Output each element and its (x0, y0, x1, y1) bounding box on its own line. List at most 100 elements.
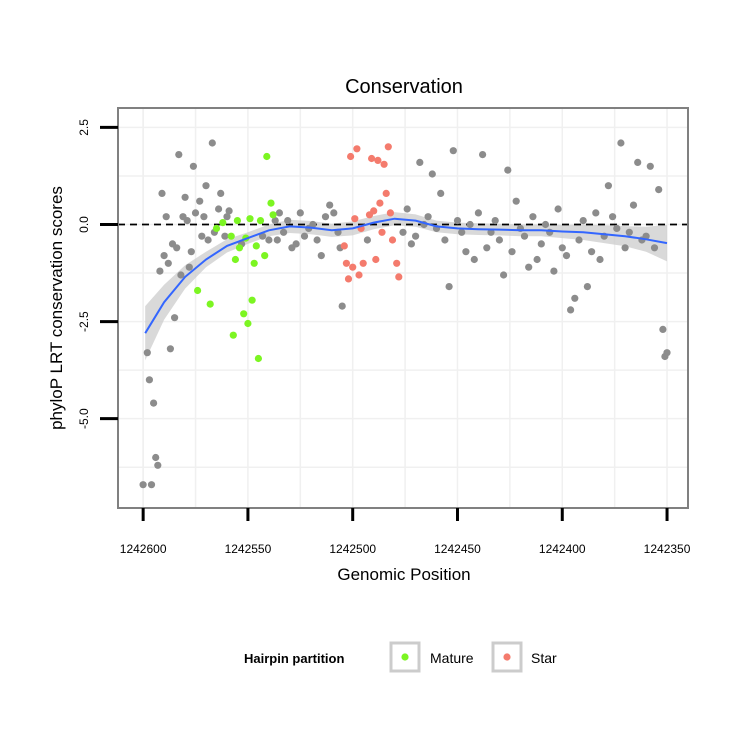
legend: Hairpin partition Mature Star (244, 641, 557, 673)
y-tick-label: -2.5 (77, 311, 91, 332)
point-other (453, 217, 462, 225)
point-other (156, 267, 164, 275)
x-tick-label: 1242350 (644, 542, 691, 556)
point-other (625, 228, 633, 236)
point-other (217, 189, 225, 197)
y-tick-label: 0.0 (77, 216, 91, 233)
x-tick-label: 1242500 (329, 542, 376, 556)
point-other (437, 189, 445, 197)
point-other (198, 232, 206, 240)
point-other (659, 325, 667, 333)
point-star (340, 242, 348, 250)
point-other (273, 236, 281, 244)
point-mature (235, 244, 244, 252)
point-other (300, 232, 309, 240)
point-other (483, 244, 491, 252)
point-other (550, 267, 558, 275)
point-other (441, 236, 449, 244)
point-other (491, 217, 499, 225)
point-other (185, 263, 193, 271)
point-other (495, 236, 503, 244)
point-star (384, 143, 392, 151)
y-axis: 2.5 0.0 -2.5 -5.0 (77, 119, 118, 429)
point-other (223, 213, 231, 221)
point-other (424, 213, 432, 221)
point-other (275, 209, 283, 217)
point-mature (227, 232, 235, 240)
chart-title: Conservation (345, 76, 463, 98)
x-tick-label: 1242550 (225, 542, 272, 556)
point-other (596, 255, 604, 264)
point-other (520, 232, 529, 240)
point-other (525, 263, 533, 271)
point-mature (233, 217, 241, 225)
y-axis-title: phyloP LRT conservation scores (47, 186, 66, 430)
point-other (152, 453, 160, 462)
point-star (395, 273, 403, 281)
point-other (160, 252, 168, 260)
point-other (202, 182, 210, 190)
legend-key-star (491, 641, 523, 673)
point-other (650, 244, 659, 252)
point-mature (231, 255, 239, 264)
point-mature (254, 354, 262, 363)
point-other (575, 236, 583, 244)
point-other (407, 240, 415, 248)
point-other (189, 162, 197, 170)
loess-fit-line (144, 217, 668, 334)
point-other (154, 461, 162, 469)
point-other (208, 139, 216, 147)
point-other (537, 240, 545, 248)
legend-label-star: Star (531, 650, 557, 666)
x-tick-label: 1242400 (539, 542, 586, 556)
point-other (143, 349, 151, 357)
point-star (359, 259, 367, 267)
point-other (512, 197, 520, 205)
point-other (508, 248, 516, 256)
point-other (271, 217, 279, 225)
smooth-line (144, 217, 668, 334)
y-tick-label: -5.0 (77, 408, 91, 429)
point-other (284, 217, 292, 225)
point-other (416, 158, 424, 166)
point-other (313, 236, 321, 244)
point-other (204, 236, 212, 244)
point-other (655, 186, 663, 194)
point-other (479, 151, 487, 159)
x-axis: 1242600 1242550 1242500 1242450 1242400 12423… (120, 508, 691, 556)
point-other (617, 139, 625, 147)
point-other (609, 213, 617, 221)
point-star (372, 255, 380, 264)
point-other (474, 209, 482, 217)
point-mature (252, 242, 260, 250)
point-other (225, 207, 233, 215)
point-other (196, 197, 204, 205)
legend-title: Hairpin partition (244, 651, 344, 666)
point-other (173, 244, 181, 252)
point-other (171, 314, 179, 322)
point-star (376, 199, 384, 207)
point-other (592, 209, 600, 217)
point-other (338, 302, 346, 310)
point-mature (194, 286, 202, 295)
point-mature (250, 259, 258, 267)
point-mature (212, 224, 221, 232)
point-star (347, 152, 355, 161)
point-other (330, 209, 338, 217)
point-other (183, 217, 191, 225)
point-star (342, 259, 350, 267)
point-other (458, 228, 466, 236)
point-other (646, 162, 654, 170)
point-mature (246, 215, 254, 223)
point-other (399, 228, 407, 236)
point-other (663, 349, 671, 357)
point-other (292, 240, 300, 248)
point-other (449, 147, 457, 155)
legend-dot-mature (401, 653, 409, 661)
point-other (562, 252, 571, 260)
x-tick-label: 1242600 (120, 542, 167, 556)
point-star (351, 215, 359, 223)
point-other (145, 376, 153, 384)
point-other (588, 248, 596, 256)
